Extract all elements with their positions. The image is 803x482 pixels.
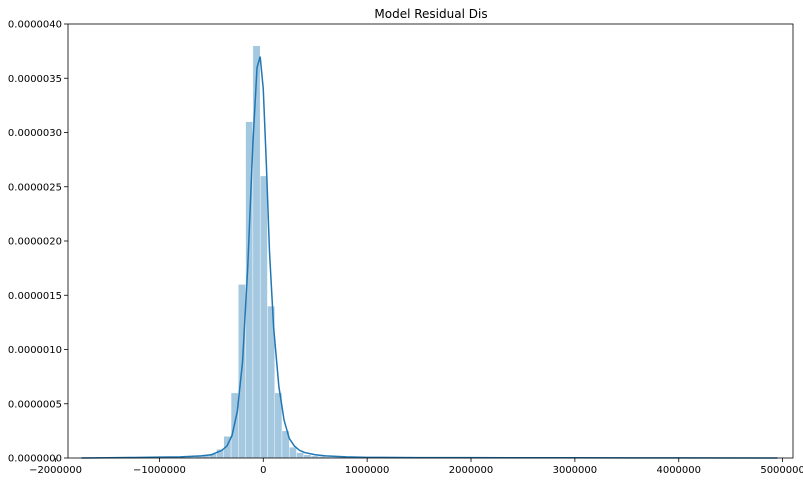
y-tick-label: 0.0000020 [8,237,62,248]
histogram-bar [252,45,261,459]
histogram-bar [296,452,304,459]
x-tick-label: 5000000 [760,465,803,476]
chart-title: Model Residual Dis [374,7,487,21]
y-axis-ticks: 0.0000000 0.0000005 0.0000010 0.0000015 0.00… [8,20,68,465]
x-tick-label: 1000000 [345,465,390,476]
histogram-bar [289,446,297,459]
y-tick-label: 0.0000000 [8,454,62,465]
y-tick-label: 0.0000005 [8,399,62,410]
y-tick-label: 0.0000015 [8,291,62,302]
y-tick-label: 0.0000025 [8,182,62,193]
x-tick-label: 4000000 [656,465,701,476]
x-axis-ticks: −2000000 −1000000 0 1000000 2000000 3000000 40… [29,458,803,476]
x-tick-label: −1000000 [133,465,186,476]
kde-line [81,56,778,459]
y-tick-label: 0.0000030 [8,128,62,139]
x-tick-label: 0 [260,465,266,476]
histogram-bar [303,454,312,459]
x-tick-label: 3000000 [553,465,598,476]
x-tick-label: 2000000 [449,465,494,476]
y-tick-label: 0.0000035 [8,74,62,85]
x-tick-label: −2000000 [29,465,82,476]
y-tick-label: 0.0000010 [8,345,62,356]
y-tick-label: 0.0000040 [8,20,62,31]
histogram-bar [259,175,268,459]
